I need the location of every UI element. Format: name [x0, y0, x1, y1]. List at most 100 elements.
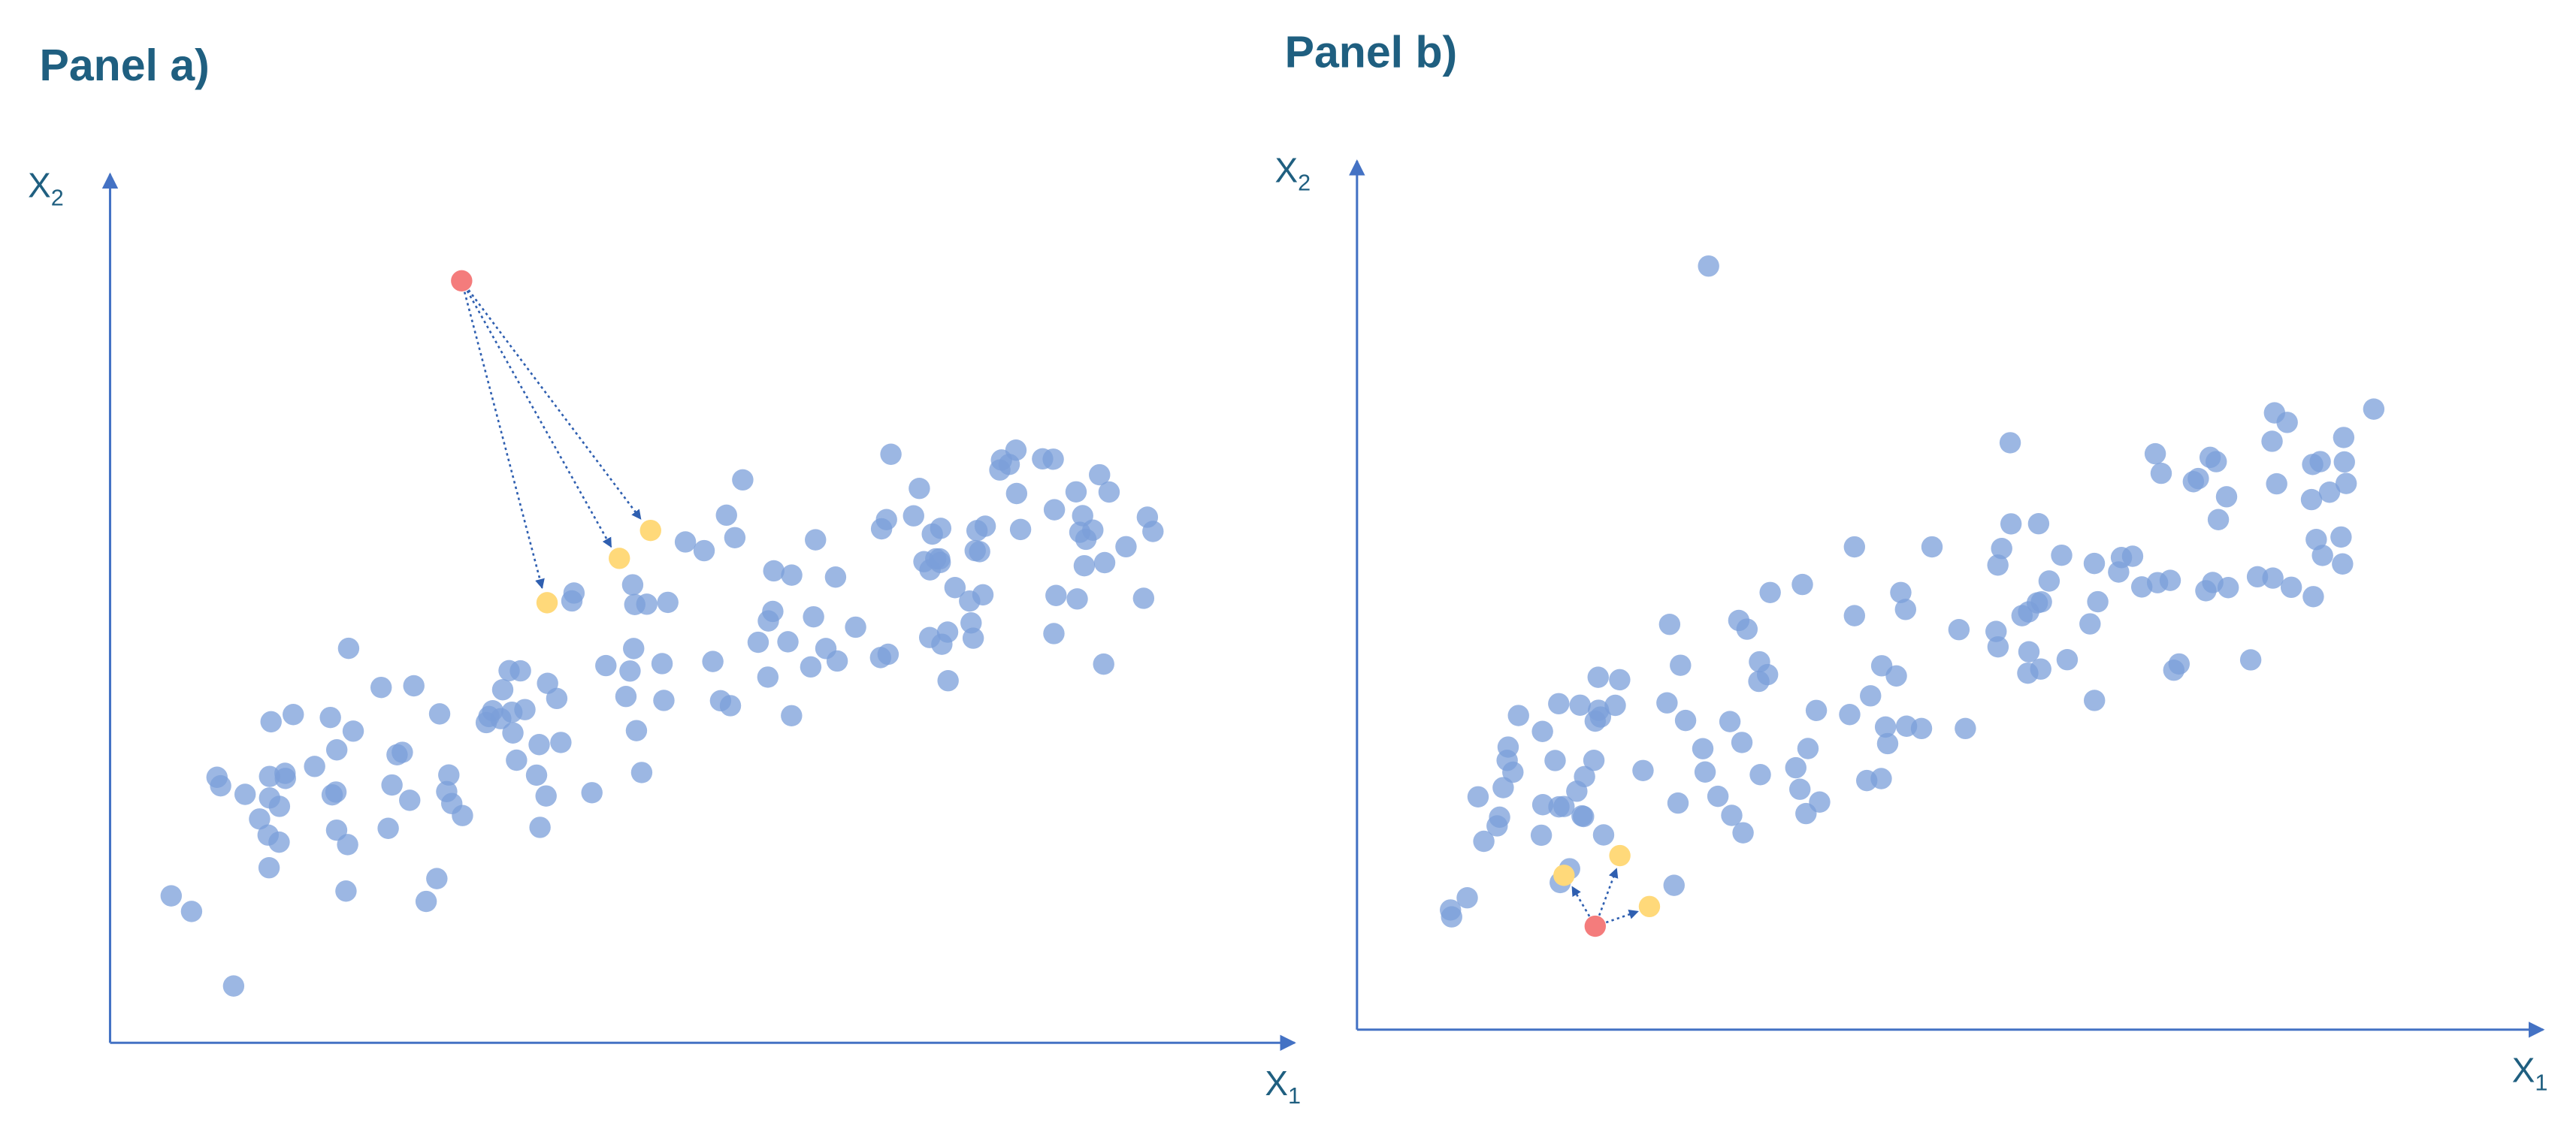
data-point: [921, 523, 943, 545]
data-point: [321, 783, 343, 806]
data-point: [595, 654, 617, 677]
data-point: [2000, 513, 2022, 535]
data-point: [1789, 778, 1811, 800]
data-point: [491, 679, 514, 701]
data-point: [452, 804, 473, 826]
x-axis-label: X1: [1265, 1064, 1301, 1109]
data-point: [719, 695, 742, 717]
data-point: [1749, 651, 1770, 673]
data-point: [918, 626, 941, 648]
data-point: [1955, 717, 1976, 740]
data-point: [944, 577, 966, 599]
data-point: [403, 675, 425, 697]
data-point: [1467, 786, 1489, 807]
data-point: [528, 734, 550, 756]
data-point: [1441, 906, 1462, 928]
data-point: [1874, 716, 1897, 738]
neighbor-point: [1609, 844, 1631, 867]
data-point: [715, 504, 737, 527]
data-point: [1530, 824, 1553, 847]
data-point: [2087, 590, 2109, 613]
data-point: [2011, 605, 2033, 626]
data-point: [757, 666, 779, 688]
data-point: [1005, 482, 1028, 505]
data-point: [1098, 481, 1120, 503]
data-point: [781, 705, 803, 726]
data-point: [1728, 609, 1750, 632]
data-point: [2318, 481, 2341, 503]
data-point: [2246, 566, 2269, 588]
data-point: [2215, 486, 2238, 508]
data-point: [909, 477, 930, 500]
data-point: [777, 631, 799, 653]
data-point: [1707, 785, 1729, 807]
data-point: [1809, 791, 1831, 813]
data-point: [160, 885, 183, 907]
data-point: [1658, 614, 1681, 635]
data-point: [824, 566, 847, 588]
data-point: [2261, 430, 2283, 452]
data-point: [1632, 759, 1654, 782]
data-point: [1759, 581, 1781, 604]
data-point: [1843, 605, 1866, 626]
data-point: [370, 676, 392, 699]
data-point: [2302, 586, 2324, 608]
data-point: [625, 720, 648, 741]
neighbor-point: [536, 592, 558, 614]
data-point: [2239, 649, 2262, 671]
data-point: [381, 774, 403, 796]
y-axis-label: X2: [1275, 151, 1311, 196]
data-point: [319, 706, 341, 729]
data-point: [732, 469, 754, 491]
data-point: [2305, 528, 2327, 551]
data-point: [1574, 765, 1595, 788]
data-point: [2333, 451, 2355, 473]
data-point: [206, 766, 228, 788]
distance-arrow: [1594, 868, 1619, 927]
data-point: [2030, 591, 2052, 613]
data-point: [377, 817, 399, 839]
axis-letter: X: [2512, 1051, 2535, 1090]
data-point: [880, 443, 902, 465]
data-point: [550, 732, 572, 753]
distance-arrow: [461, 280, 612, 548]
data-point: [2056, 649, 2079, 671]
data-point: [2262, 567, 2284, 589]
data-point: [1548, 795, 1570, 818]
data-point: [1855, 769, 1878, 792]
data-point: [274, 768, 296, 789]
data-point: [1569, 694, 1591, 716]
data-point: [1921, 536, 1943, 558]
point-cloud: [160, 439, 1164, 997]
data-point: [1043, 499, 1066, 521]
axis-subscript: 2: [51, 185, 64, 210]
data-point: [283, 704, 304, 726]
data-point: [1571, 804, 1593, 827]
data-point: [1791, 573, 1813, 596]
data-point: [2027, 512, 2050, 535]
data-point: [436, 780, 458, 802]
data-point: [615, 685, 637, 708]
data-point: [325, 739, 348, 761]
data-point: [260, 711, 282, 733]
data-point: [1910, 717, 1933, 740]
data-point: [929, 548, 951, 570]
data-point: [1731, 732, 1753, 753]
data-point: [581, 782, 603, 804]
data-point: [1948, 619, 1970, 641]
data-point: [1507, 705, 1529, 726]
data-point: [1587, 666, 1609, 688]
data-point: [674, 531, 697, 553]
data-point: [2300, 488, 2323, 511]
data-point: [2332, 553, 2354, 575]
panel-title: Panel a): [39, 41, 209, 90]
data-point: [2195, 580, 2217, 602]
data-point: [514, 699, 536, 720]
data-point: [428, 703, 451, 725]
data-point: [2110, 547, 2133, 569]
data-point: [1584, 710, 1607, 732]
data-point: [800, 656, 822, 678]
data-point: [1894, 599, 1917, 620]
data-point: [2330, 526, 2352, 548]
